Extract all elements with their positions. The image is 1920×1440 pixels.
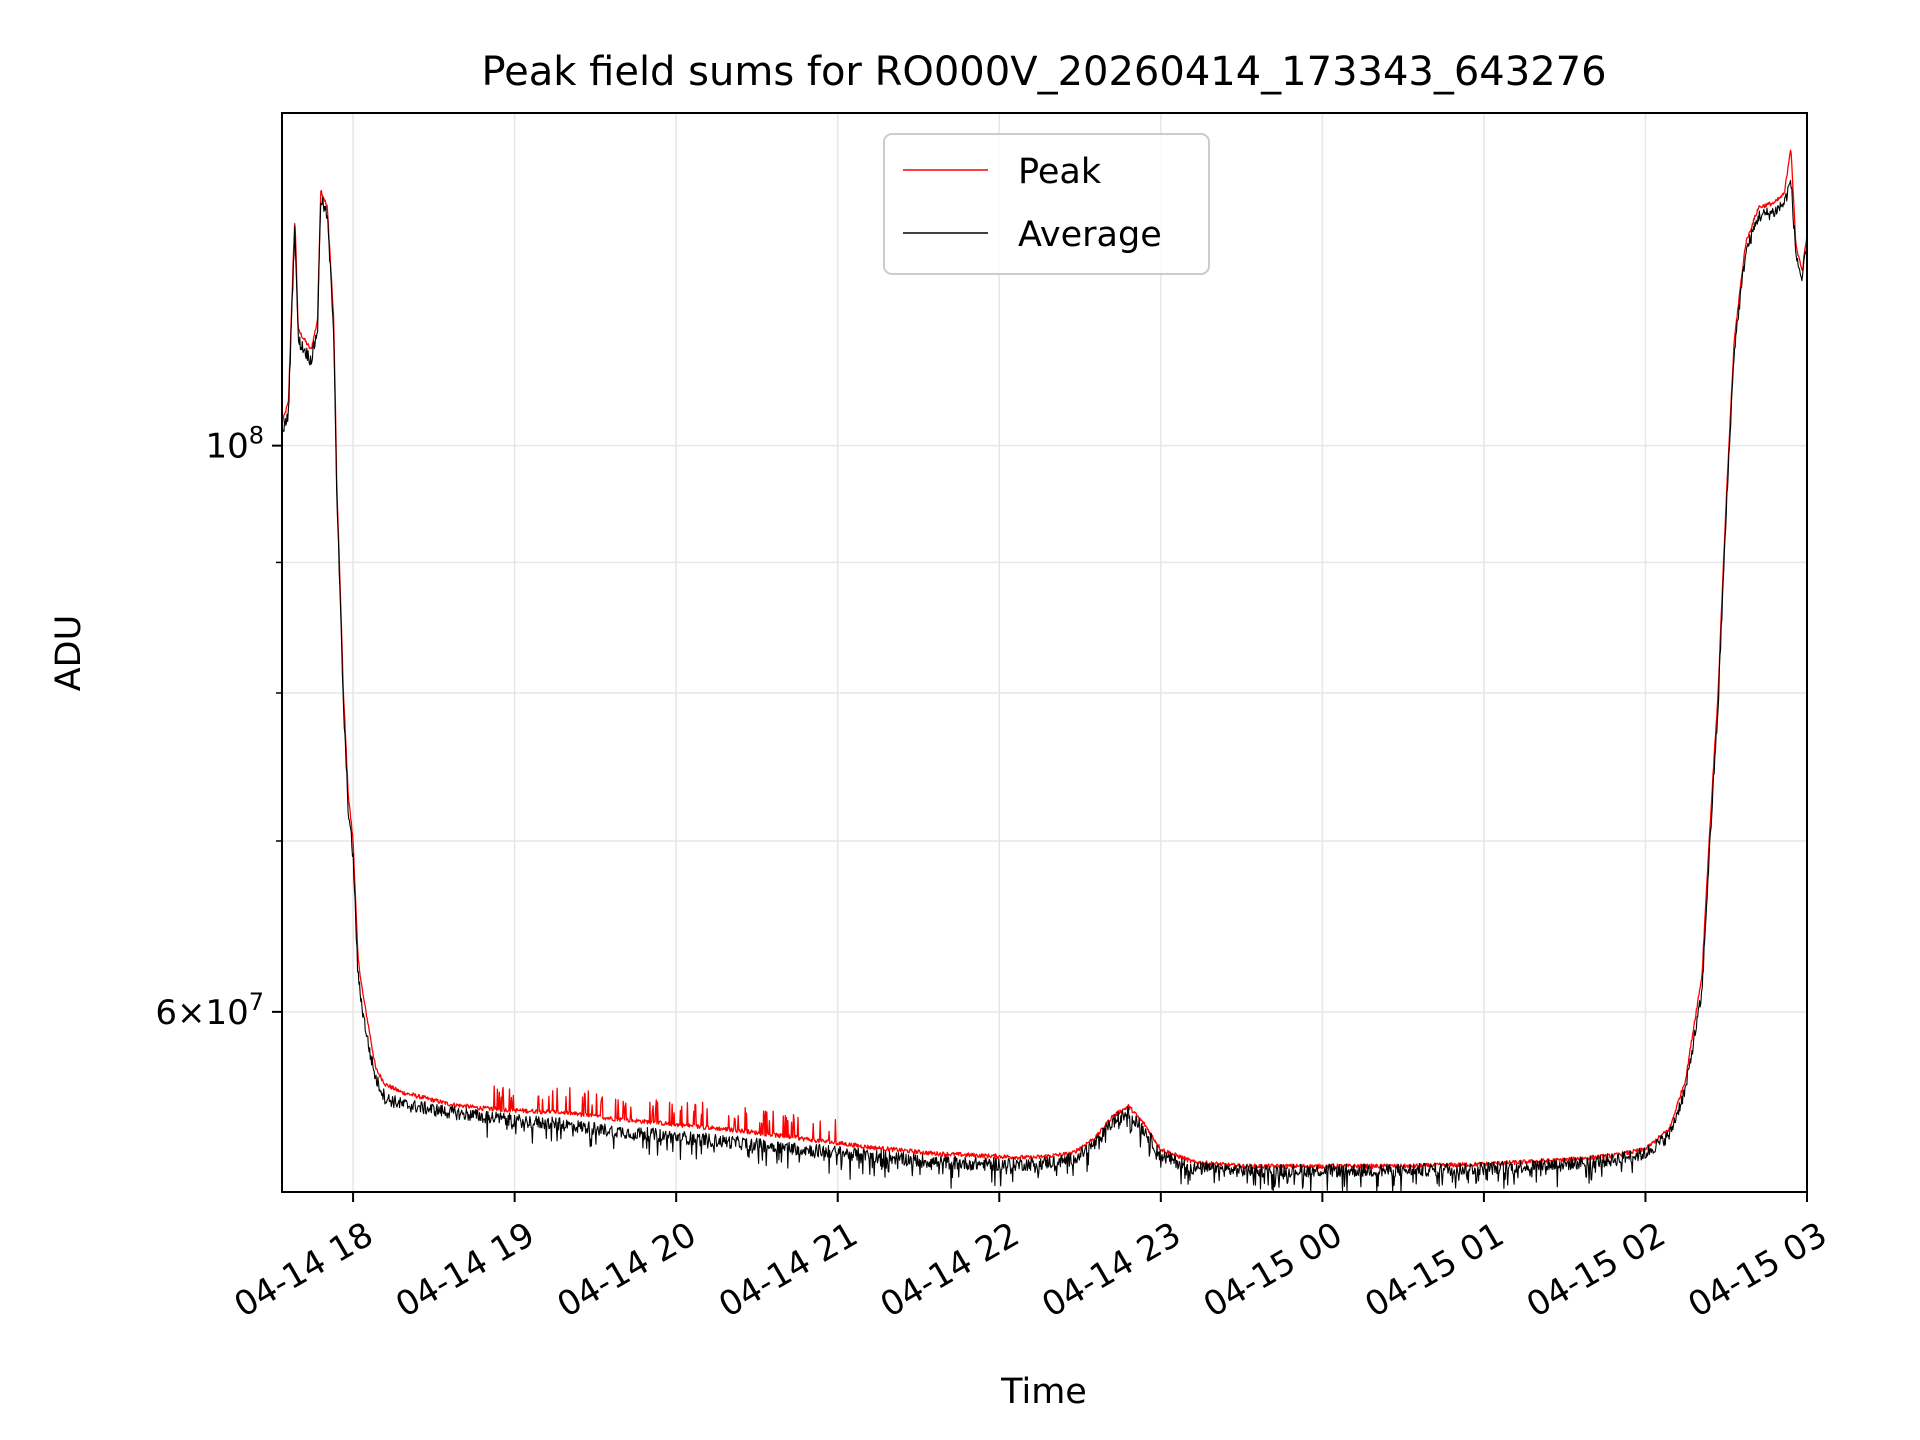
grid [282,113,1808,1192]
series-group [281,149,1808,1193]
series-line-average [281,179,1808,1193]
y-tick-label: 6×107 [155,988,264,1033]
legend-label-peak: Peak [1018,152,1102,192]
y-tick-label: 108 [205,422,264,467]
legend: Peak Average [883,133,1210,275]
x-axis-label: Time [1000,1372,1087,1412]
chart-title: Peak field sums for RO000V_20260414_1733… [481,49,1606,95]
axes-frame [281,112,1808,1193]
legend-box [883,133,1210,275]
y-axis-label: ADU [49,615,89,692]
legend-label-average: Average [1018,215,1162,255]
y-axis-ticks: 6×107 108 [155,422,282,1033]
